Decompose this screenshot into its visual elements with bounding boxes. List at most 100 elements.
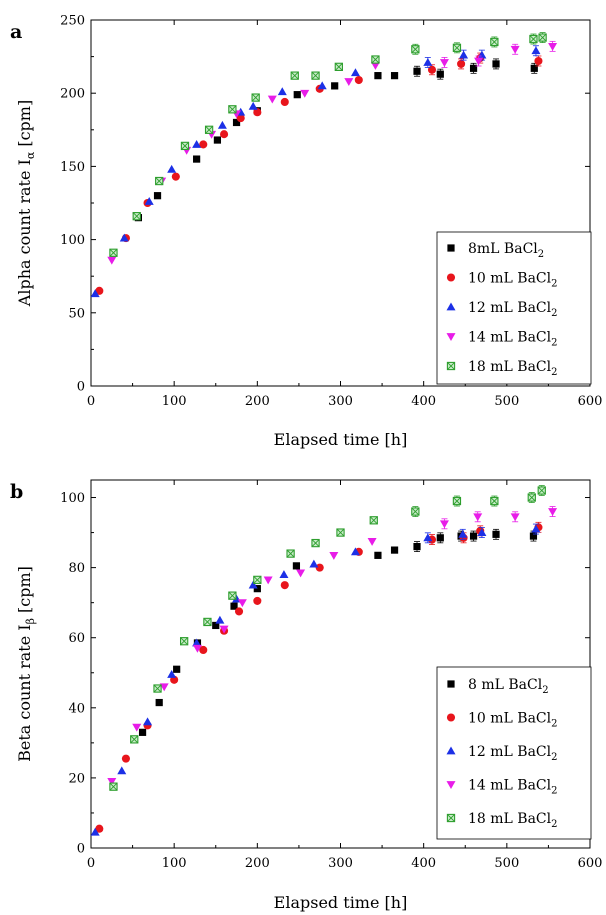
data-point [280, 581, 289, 590]
data-point [95, 286, 104, 295]
data-point [253, 596, 262, 605]
data-point [159, 683, 169, 692]
data-point [344, 78, 354, 86]
data-point [452, 496, 462, 506]
data-point [374, 72, 382, 80]
data-point [203, 617, 212, 627]
series-3 [107, 506, 558, 786]
x-tick-label: 400 [411, 394, 436, 409]
y-tick-label: 100 [60, 233, 85, 248]
legend-label: 8mL BaCl2 [468, 241, 544, 260]
x-tick-label: 600 [578, 856, 603, 871]
panel-label: b [10, 481, 23, 503]
data-point [292, 562, 301, 570]
data-point [253, 108, 262, 117]
data-point [458, 529, 468, 538]
data-point [367, 537, 377, 546]
data-point [237, 599, 247, 608]
data-point [153, 192, 162, 200]
data-point [369, 516, 378, 525]
data-point [286, 549, 295, 558]
data-point [474, 57, 484, 66]
x-tick-label: 500 [494, 394, 519, 409]
x-tick-label: 600 [578, 394, 603, 409]
data-point [311, 71, 320, 80]
data-point [279, 570, 289, 579]
data-point [236, 114, 245, 123]
y-tick-label: 20 [68, 771, 85, 786]
legend-label: 14 mL BaCl2 [468, 778, 558, 797]
legend: 8mL BaCl2 10 mL BaCl2 12 mL BaCl2 14 mL BaC… [436, 231, 592, 385]
y-tick-label: 100 [60, 491, 85, 506]
data-point [95, 824, 104, 833]
data-point [411, 45, 420, 54]
series-2 [90, 523, 541, 836]
data-point [138, 728, 147, 736]
data-point [167, 164, 177, 173]
data-point [531, 524, 541, 533]
data-point [117, 766, 127, 775]
legend-box [436, 231, 592, 385]
data-point [537, 486, 546, 495]
x-axis-label: Elapsed time [h] [274, 430, 408, 449]
data-point [173, 665, 181, 673]
data-point [219, 625, 229, 634]
data-point [490, 496, 499, 506]
x-axis-label: Elapsed time [h] [274, 893, 408, 912]
data-point [329, 551, 339, 560]
data-point [477, 50, 487, 59]
x-tick-label: 200 [245, 856, 270, 871]
data-point [248, 580, 258, 589]
data-point [452, 43, 462, 52]
legend-marker [446, 333, 456, 341]
data-point [248, 101, 258, 110]
data-point [167, 670, 177, 678]
data-point [90, 827, 100, 836]
data-point [309, 559, 319, 568]
data-point [370, 62, 380, 70]
data-point [439, 520, 449, 529]
data-point [212, 621, 220, 630]
data-point [277, 87, 287, 96]
data-point [192, 644, 202, 653]
data-point [510, 513, 520, 522]
panel-label: a [10, 21, 22, 43]
series-0 [134, 58, 538, 222]
data-point [228, 105, 237, 114]
chart-panel-a: a 0 100 200 300 400 500 600 0 50 100 150 200 250 Elaps… [10, 14, 602, 450]
data-point [469, 532, 478, 540]
data-point [253, 585, 261, 593]
y-tick-label: 40 [68, 701, 85, 716]
data-point [199, 140, 208, 149]
data-point [107, 778, 117, 786]
data-point [413, 67, 421, 75]
data-point [317, 81, 327, 90]
legend-marker [447, 244, 455, 252]
legend-marker [446, 746, 456, 755]
y-tick-label: 80 [68, 561, 85, 576]
y-tick-label: 150 [60, 160, 85, 175]
data-point [423, 57, 433, 66]
data-point [331, 82, 339, 90]
data-point [436, 534, 444, 542]
x-tick-label: 100 [162, 394, 187, 409]
data-point [290, 71, 299, 80]
y-tick-label: 250 [60, 14, 85, 29]
x-tick-label: 200 [245, 394, 270, 409]
data-point [296, 569, 306, 578]
data-point [390, 546, 399, 554]
y-tick-label: 50 [68, 306, 85, 321]
data-point [130, 735, 139, 744]
x-tick-label: 300 [328, 394, 353, 409]
x-tick-label: 100 [162, 856, 187, 871]
data-point [457, 59, 466, 68]
data-point [121, 754, 130, 763]
legend-label: 8 mL BaCl2 [468, 677, 549, 696]
data-point [215, 615, 225, 624]
legend-marker [446, 302, 456, 311]
y-tick-label: 0 [77, 842, 85, 857]
series-4 [109, 485, 546, 791]
data-point [473, 513, 483, 522]
data-point [179, 637, 189, 646]
